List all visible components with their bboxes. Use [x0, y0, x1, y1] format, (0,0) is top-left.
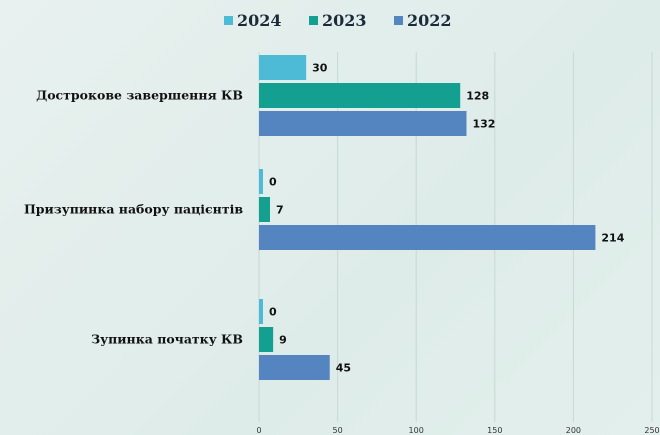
value-labels: 30 128 132 0 7 214 0 9 45	[269, 62, 625, 375]
x-tick-label: 150	[487, 426, 502, 435]
legend-swatch	[309, 16, 318, 25]
category-label: Дострокове завершення КВ	[36, 88, 243, 103]
legend-swatch	[394, 16, 403, 25]
bars	[259, 55, 596, 380]
legend-label: 2023	[322, 11, 367, 30]
bar	[259, 225, 596, 250]
data-label: 128	[466, 90, 489, 103]
data-label: 9	[279, 334, 287, 347]
bar	[259, 355, 330, 380]
bar	[259, 299, 263, 324]
bar	[259, 169, 263, 194]
legend-label: 2024	[237, 11, 282, 30]
category-label: Призупинка набору пацієнтів	[24, 202, 243, 217]
data-label: 7	[276, 204, 284, 217]
x-tick-label: 0	[256, 426, 261, 435]
bar	[259, 327, 274, 352]
x-tick-label: 250	[644, 426, 659, 435]
bar	[259, 55, 307, 80]
x-tick-label: 200	[566, 426, 581, 435]
category-label: Зупинка початку КВ	[91, 332, 243, 347]
data-label: 214	[601, 232, 624, 245]
category-labels: Дострокове завершення КВ Призупинка набор…	[24, 88, 243, 347]
x-tick-label: 100	[409, 426, 424, 435]
bar	[259, 111, 467, 136]
data-label: 45	[336, 362, 351, 375]
x-tick-label: 50	[333, 426, 343, 435]
legend: 2024 2023 2022	[224, 11, 452, 30]
data-label: 0	[269, 176, 277, 189]
bar	[259, 83, 461, 108]
data-label: 0	[269, 306, 277, 319]
x-axis-ticks: 0 50 100 150 200 250	[256, 426, 659, 435]
legend-swatch	[224, 16, 233, 25]
data-label: 132	[473, 118, 496, 131]
data-label: 30	[312, 62, 328, 75]
bar	[259, 197, 271, 222]
legend-label: 2022	[407, 11, 452, 30]
